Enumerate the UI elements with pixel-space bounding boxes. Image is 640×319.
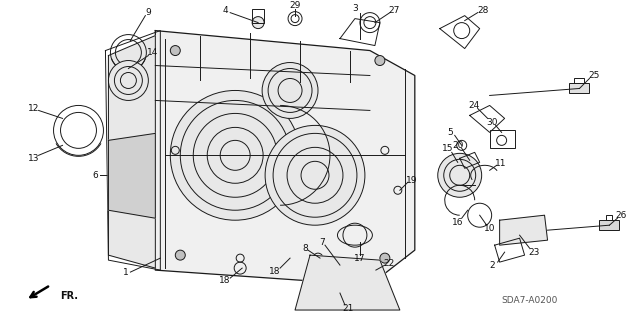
Circle shape (380, 253, 390, 263)
Polygon shape (108, 36, 156, 268)
Circle shape (265, 125, 365, 225)
Text: 18: 18 (269, 267, 281, 276)
Bar (575, 78, 584, 84)
Text: 30: 30 (486, 118, 497, 127)
Text: 27: 27 (388, 6, 399, 15)
Text: 11: 11 (495, 159, 506, 168)
Text: 17: 17 (354, 254, 365, 263)
Bar (570, 84, 589, 93)
Text: 21: 21 (342, 303, 354, 313)
Circle shape (175, 250, 185, 260)
Text: SDA7-A0200: SDA7-A0200 (501, 295, 557, 305)
Bar (607, 215, 612, 220)
Text: 28: 28 (477, 6, 488, 15)
Circle shape (328, 273, 352, 297)
Text: 24: 24 (468, 101, 479, 110)
Circle shape (252, 17, 264, 29)
Text: 29: 29 (289, 1, 301, 10)
Text: 5: 5 (447, 128, 452, 137)
Text: 7: 7 (319, 238, 325, 247)
Text: 19: 19 (406, 176, 417, 185)
Text: 4: 4 (222, 6, 228, 15)
Text: 10: 10 (484, 224, 495, 233)
Text: 22: 22 (383, 259, 394, 268)
Text: 25: 25 (589, 71, 600, 80)
Circle shape (262, 63, 318, 118)
Text: 20: 20 (452, 141, 463, 150)
Circle shape (170, 91, 300, 220)
Text: 13: 13 (28, 154, 39, 163)
Text: 8: 8 (302, 244, 308, 253)
Text: 12: 12 (28, 104, 39, 113)
Polygon shape (500, 215, 548, 245)
Circle shape (170, 46, 180, 56)
Text: 2: 2 (490, 261, 495, 270)
Text: 18: 18 (220, 276, 231, 285)
Text: 23: 23 (528, 248, 540, 257)
Text: 9: 9 (145, 8, 151, 17)
Text: 26: 26 (616, 211, 627, 220)
Polygon shape (156, 31, 415, 285)
Text: FR.: FR. (61, 291, 79, 301)
Text: 16: 16 (452, 218, 463, 227)
Polygon shape (108, 133, 156, 218)
Circle shape (375, 56, 385, 65)
Circle shape (438, 153, 482, 197)
Circle shape (108, 61, 148, 100)
Bar (600, 220, 620, 230)
Text: 3: 3 (352, 4, 358, 13)
Bar (490, 130, 515, 148)
Text: 15: 15 (442, 144, 454, 153)
Text: 14: 14 (147, 48, 158, 57)
Text: 1: 1 (122, 268, 128, 277)
Bar (252, 9, 264, 23)
Polygon shape (295, 255, 400, 310)
Text: 6: 6 (93, 171, 99, 180)
